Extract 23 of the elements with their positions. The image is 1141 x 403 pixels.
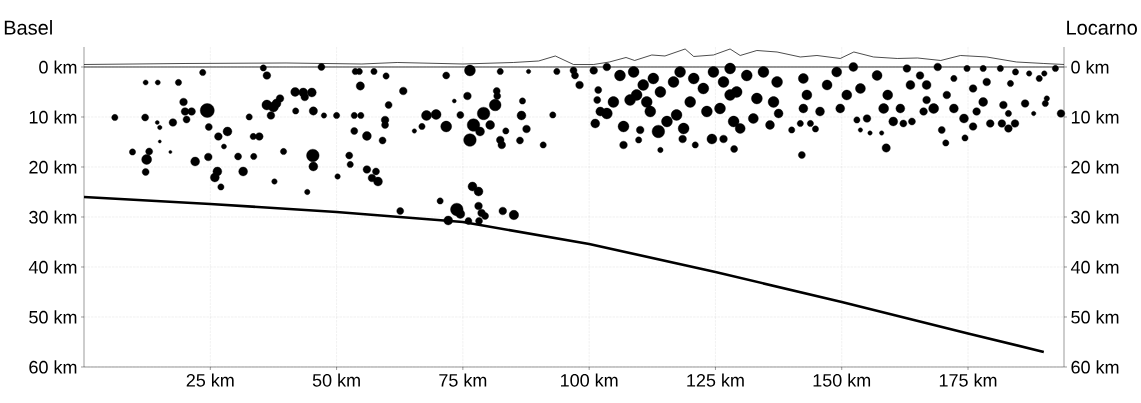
x-tick-label: 75 km [439, 373, 487, 387]
y-tick-label: 10 km [29, 110, 77, 124]
y-tick-label: 60 km [29, 360, 77, 374]
x-tick-label: 25 km [186, 373, 234, 387]
y2-tick-label: 60 km [1071, 360, 1119, 374]
y-tick-label: 30 km [29, 210, 77, 224]
y2-tick-label: 20 km [1071, 160, 1119, 174]
y2-tick-label: 50 km [1071, 310, 1119, 324]
y-tick-label: 50 km [29, 310, 77, 324]
x-tick-label: 150 km [813, 373, 871, 387]
y-tick-label: 40 km [28, 260, 77, 274]
y2-tick-label: 10 km [1071, 110, 1119, 124]
y-tick-label: 20 km [29, 160, 77, 174]
text: Basel [4, 20, 52, 35]
text: Locarno [1067, 20, 1137, 35]
x-tick-label: 125 km [687, 373, 744, 387]
x-tick-label: 100 km [561, 373, 618, 387]
x-tick-label: 50 km [312, 373, 360, 387]
y-tick-label: 0 km [39, 60, 77, 74]
y2-tick-label: 40 km [1070, 260, 1119, 274]
y2-tick-label: 0 km [1071, 60, 1109, 74]
y2-tick-label: 30 km [1071, 210, 1119, 224]
x-tick-label: 175 km [939, 373, 997, 387]
